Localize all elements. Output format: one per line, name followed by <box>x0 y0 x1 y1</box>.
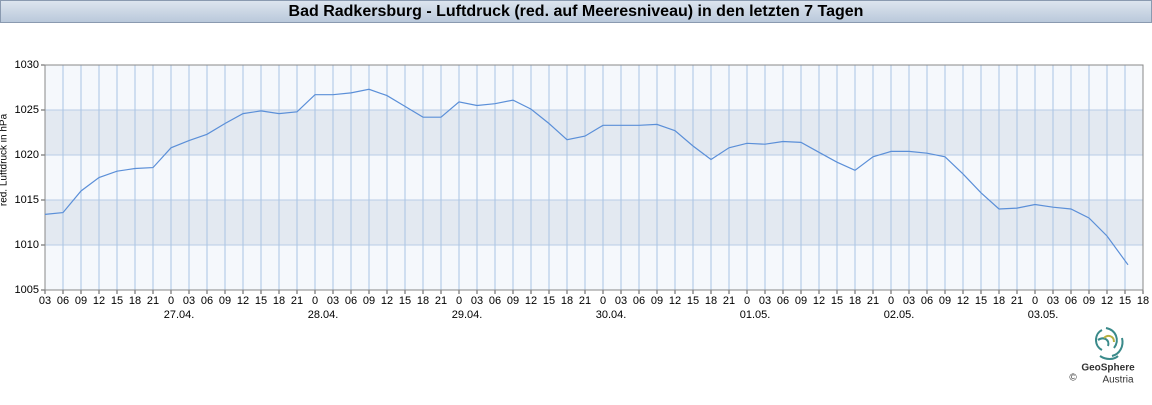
grid-band <box>45 200 1143 245</box>
x-tick-label: 0 <box>1032 295 1038 307</box>
x-tick-label: 09 <box>1083 295 1095 307</box>
x-tick-label: 09 <box>795 295 807 307</box>
x-tick-label: 15 <box>543 295 555 307</box>
grid-band <box>45 245 1143 290</box>
date-label: 27.04. <box>164 309 195 321</box>
x-tick-label: 0 <box>888 295 894 307</box>
y-tick-label: 1015 <box>15 194 39 206</box>
x-tick-label: 12 <box>1101 295 1113 307</box>
x-tick-label: 0 <box>600 295 606 307</box>
logo-name: GeoSphere <box>1081 363 1135 374</box>
x-tick-label: 09 <box>75 295 87 307</box>
y-tick-label: 1010 <box>15 239 39 251</box>
x-tick-label: 18 <box>417 295 429 307</box>
x-tick-label: 18 <box>273 295 285 307</box>
x-tick-label: 06 <box>1065 295 1077 307</box>
x-tick-label: 12 <box>237 295 249 307</box>
x-tick-label: 21 <box>435 295 447 307</box>
x-tick-label: 06 <box>345 295 357 307</box>
y-tick-label: 1020 <box>15 149 39 161</box>
x-tick-label: 0 <box>456 295 462 307</box>
x-tick-label: 0 <box>744 295 750 307</box>
x-tick-label: 18 <box>705 295 717 307</box>
x-tick-label: 15 <box>399 295 411 307</box>
x-tick-label: 18 <box>993 295 1005 307</box>
x-tick-label: 06 <box>489 295 501 307</box>
date-label: 03.05. <box>1028 309 1059 321</box>
x-tick-label: 09 <box>651 295 663 307</box>
x-tick-label: 18 <box>1137 295 1149 307</box>
y-tick-label: 1025 <box>15 104 39 116</box>
x-tick-label: 12 <box>669 295 681 307</box>
x-tick-label: 06 <box>777 295 789 307</box>
x-tick-label: 12 <box>957 295 969 307</box>
x-tick-label: 09 <box>219 295 231 307</box>
x-tick-label: 09 <box>363 295 375 307</box>
grid-band <box>45 65 1143 110</box>
copyright: © <box>1069 373 1077 384</box>
date-label: 01.05. <box>740 309 771 321</box>
x-tick-label: 03 <box>327 295 339 307</box>
y-axis-label: red. Luftdruck in hPa <box>0 113 10 206</box>
x-tick-label: 03 <box>759 295 771 307</box>
grid-band <box>45 110 1143 155</box>
chart-title: Bad Radkersburg - Luftdruck (red. auf Me… <box>289 3 864 20</box>
date-label: 02.05. <box>884 309 915 321</box>
x-tick-label: 18 <box>561 295 573 307</box>
x-tick-label: 12 <box>813 295 825 307</box>
x-tick-label: 21 <box>147 295 159 307</box>
x-tick-label: 15 <box>1119 295 1131 307</box>
grid-band <box>45 155 1143 200</box>
x-tick-label: 15 <box>255 295 267 307</box>
x-tick-label: 03 <box>183 295 195 307</box>
x-tick-label: 21 <box>723 295 735 307</box>
logo-sub: Austria <box>1102 375 1134 386</box>
logo <box>1095 327 1124 360</box>
x-tick-label: 06 <box>921 295 933 307</box>
x-tick-label: 09 <box>507 295 519 307</box>
logo-swirl <box>1095 327 1124 360</box>
x-tick-label: 09 <box>939 295 951 307</box>
x-tick-label: 03 <box>1047 295 1059 307</box>
x-tick-label: 12 <box>93 295 105 307</box>
x-tick-label: 03 <box>903 295 915 307</box>
x-tick-label: 18 <box>849 295 861 307</box>
x-tick-label: 21 <box>867 295 879 307</box>
x-tick-label: 12 <box>381 295 393 307</box>
x-tick-label: 18 <box>129 295 141 307</box>
plot-frame <box>44 64 1144 291</box>
y-tick-label: 1005 <box>15 284 39 296</box>
date-label: 28.04. <box>308 309 339 321</box>
x-tick-label: 12 <box>525 295 537 307</box>
x-tick-label: 06 <box>57 295 69 307</box>
x-tick-label: 06 <box>201 295 213 307</box>
x-tick-label: 15 <box>975 295 987 307</box>
x-tick-label: 21 <box>579 295 591 307</box>
pressure-line <box>44 88 1129 266</box>
x-tick-label: 21 <box>291 295 303 307</box>
x-tick-label: 06 <box>633 295 645 307</box>
date-label: 30.04. <box>596 309 627 321</box>
x-tick-label: 03 <box>471 295 483 307</box>
x-tick-label: 15 <box>111 295 123 307</box>
x-tick-label: 03 <box>39 295 51 307</box>
x-tick-label: 03 <box>615 295 627 307</box>
logo-swirl <box>1103 334 1115 343</box>
x-tick-label: 0 <box>168 295 174 307</box>
y-tick-label: 1030 <box>15 59 39 71</box>
x-tick-label: 15 <box>831 295 843 307</box>
x-tick-label: 21 <box>1011 295 1023 307</box>
x-tick-label: 0 <box>312 295 318 307</box>
date-label: 29.04. <box>452 309 483 321</box>
x-tick-label: 15 <box>687 295 699 307</box>
